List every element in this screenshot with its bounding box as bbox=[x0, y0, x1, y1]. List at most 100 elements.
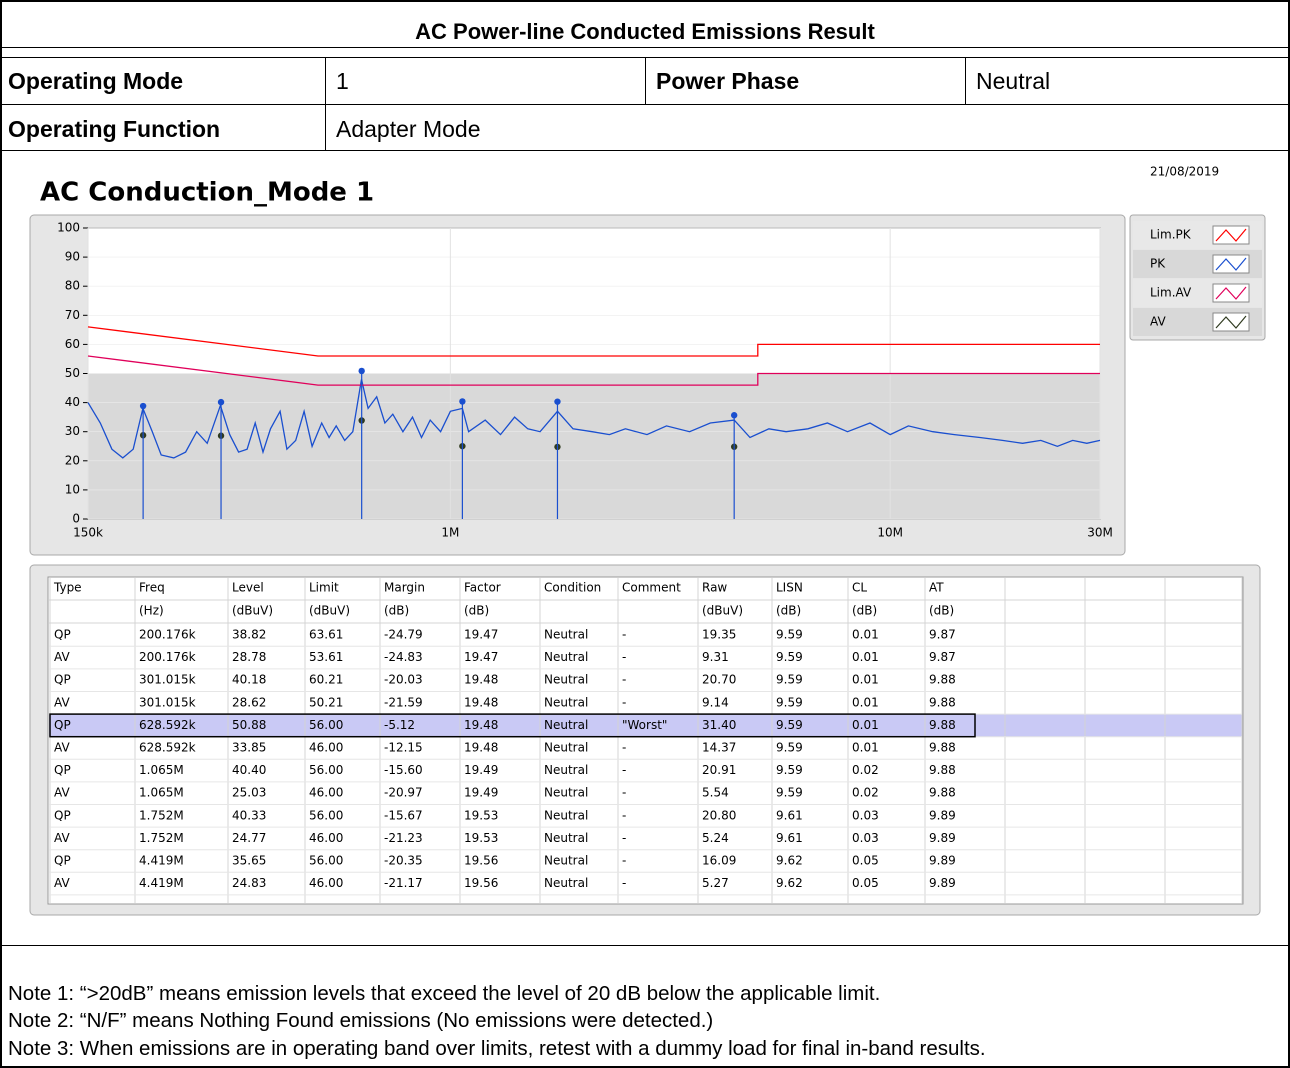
table-cell: 46.00 bbox=[309, 741, 343, 755]
table-cell: QP bbox=[54, 854, 71, 868]
table-cell: 63.61 bbox=[309, 628, 343, 642]
table-cell: 35.65 bbox=[232, 854, 266, 868]
table-cell: 9.61 bbox=[776, 831, 803, 845]
table-cell: 9.59 bbox=[776, 650, 803, 664]
header-label: Operating Mode bbox=[8, 68, 184, 94]
column-header: Raw bbox=[702, 581, 727, 595]
table-cell: - bbox=[622, 628, 626, 642]
table-cell: 20.70 bbox=[702, 673, 736, 687]
column-header: Level bbox=[232, 581, 264, 595]
table-cell: 628.592k bbox=[139, 718, 196, 732]
table-cell: 19.48 bbox=[464, 673, 498, 687]
table-cell: 19.53 bbox=[464, 831, 498, 845]
table-cell: 9.89 bbox=[929, 876, 956, 890]
rule bbox=[2, 150, 1288, 151]
table-cell: -5.12 bbox=[384, 718, 415, 732]
header-value: Neutral bbox=[976, 68, 1051, 94]
table-cell: Neutral bbox=[544, 808, 588, 822]
series-line bbox=[87, 379, 1101, 459]
table-cell: - bbox=[622, 650, 626, 664]
column-header: Freq bbox=[139, 581, 165, 595]
table-cell: 25.03 bbox=[232, 786, 266, 800]
y-tick-label: 60 bbox=[65, 337, 80, 351]
column-unit: (dBuV) bbox=[702, 604, 743, 618]
table-cell: AV bbox=[54, 831, 70, 845]
rule bbox=[325, 104, 326, 151]
qp-marker bbox=[554, 398, 561, 405]
y-tick-label: 0 bbox=[72, 512, 80, 526]
note: Note 3: When emissions are in operating … bbox=[8, 1037, 986, 1060]
table-cell: 19.49 bbox=[464, 763, 498, 777]
table-cell: 200.176k bbox=[139, 628, 196, 642]
table-cell: 0.01 bbox=[852, 673, 879, 687]
table-cell: Neutral bbox=[544, 741, 588, 755]
table-cell: 0.03 bbox=[852, 808, 879, 822]
table-cell: -20.35 bbox=[384, 854, 423, 868]
table-cell: Neutral bbox=[544, 673, 588, 687]
table-cell: 46.00 bbox=[309, 831, 343, 845]
plot-band bbox=[88, 373, 1100, 519]
table-cell: 56.00 bbox=[309, 763, 343, 777]
table-cell: -15.60 bbox=[384, 763, 423, 777]
legend-label: AV bbox=[1150, 315, 1166, 329]
table-cell: 9.62 bbox=[776, 854, 803, 868]
row-outline bbox=[49, 713, 976, 738]
table-cell: 20.91 bbox=[702, 763, 736, 777]
qp-marker bbox=[217, 398, 225, 406]
table-cell: -15.67 bbox=[384, 808, 423, 822]
table-cell: 301.015k bbox=[139, 673, 196, 687]
table-cell: -21.59 bbox=[384, 695, 423, 709]
column-header: Type bbox=[53, 581, 82, 595]
table-cell: 19.56 bbox=[464, 854, 498, 868]
table-cell: 19.47 bbox=[464, 628, 498, 642]
table-cell: 4.419M bbox=[139, 854, 184, 868]
table-cell: 9.59 bbox=[776, 673, 803, 687]
column-header: Margin bbox=[384, 581, 425, 595]
chart-title: AC Conduction_Mode 1 bbox=[40, 178, 374, 208]
column-header: Limit bbox=[309, 581, 339, 595]
x-tick-label: 150k bbox=[73, 526, 103, 540]
table-cell: 9.59 bbox=[776, 718, 803, 732]
table-cell: 19.48 bbox=[464, 741, 498, 755]
chart-date: 21/08/2019 bbox=[1150, 165, 1219, 179]
rule bbox=[2, 47, 1288, 48]
table-cell: 1.752M bbox=[139, 831, 184, 845]
legend-label: Lim.PK bbox=[1150, 228, 1192, 242]
legend-swatch bbox=[1215, 286, 1247, 300]
table-cell: Neutral bbox=[544, 876, 588, 890]
qp-marker bbox=[459, 398, 466, 405]
table-cell: 19.56 bbox=[464, 876, 498, 890]
table-cell: 628.592k bbox=[139, 741, 196, 755]
table-cell: 40.40 bbox=[232, 763, 266, 777]
note: Note 1: “>20dB” means emission levels th… bbox=[8, 982, 881, 1005]
table-cell: Neutral bbox=[544, 650, 588, 664]
series-line bbox=[87, 326, 1100, 357]
table-cell: 9.87 bbox=[929, 628, 956, 642]
column-header: CL bbox=[852, 581, 867, 595]
legend-label: Lim.AV bbox=[1150, 286, 1192, 300]
legend-swatch bbox=[1215, 257, 1247, 271]
column-unit: (dBuV) bbox=[309, 604, 350, 618]
table-cell: 1.065M bbox=[139, 786, 184, 800]
table-cell: 19.53 bbox=[464, 808, 498, 822]
rule bbox=[2, 57, 1288, 58]
rule bbox=[2, 104, 1288, 105]
y-tick-label: 30 bbox=[65, 424, 80, 438]
row-highlight bbox=[49, 714, 1242, 737]
table-cell: 20.80 bbox=[702, 808, 736, 822]
table-cell: 0.05 bbox=[852, 876, 879, 890]
table-cell: - bbox=[622, 673, 626, 687]
table-cell: 9.87 bbox=[929, 650, 956, 664]
column-unit: (dB) bbox=[852, 604, 877, 618]
table-cell: Neutral bbox=[544, 695, 588, 709]
table-cell: Neutral bbox=[544, 628, 588, 642]
table-cell: 5.27 bbox=[702, 876, 729, 890]
table-cell: Neutral bbox=[544, 763, 588, 777]
qp-marker bbox=[139, 402, 147, 410]
table-cell: 4.419M bbox=[139, 876, 184, 890]
column-header: Comment bbox=[622, 581, 681, 595]
table-cell: 9.88 bbox=[929, 673, 956, 687]
table-cell: 0.03 bbox=[852, 831, 879, 845]
table-cell: 28.62 bbox=[232, 695, 266, 709]
header-value: Adapter Mode bbox=[336, 116, 481, 142]
